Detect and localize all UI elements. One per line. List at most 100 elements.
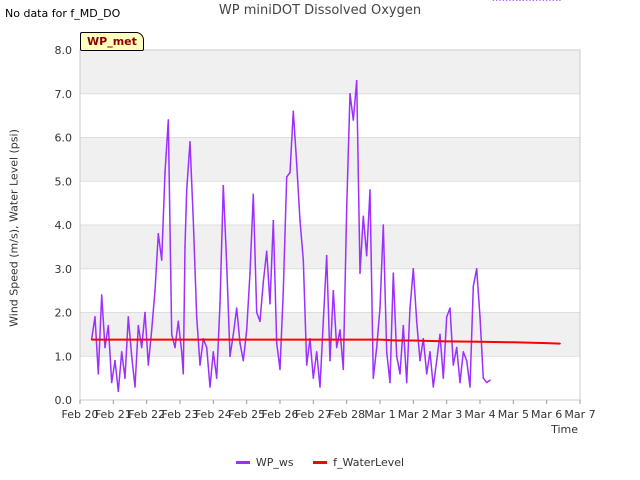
legend-label-water-level: f_WaterLevel bbox=[333, 456, 405, 469]
x-tick-label: Mar 7 bbox=[564, 408, 595, 421]
data-point-wp-ws bbox=[117, 390, 120, 393]
data-point-wp-ws bbox=[482, 377, 485, 379]
x-tick-label: Mar 4 bbox=[464, 408, 495, 421]
data-point-wp-ws bbox=[489, 379, 491, 382]
data-point-water-level bbox=[345, 338, 348, 341]
data-point-wp-ws bbox=[184, 246, 186, 248]
data-point-wp-ws bbox=[445, 316, 448, 318]
data-point-wp-ws bbox=[144, 311, 146, 314]
station-badge: WP_met bbox=[80, 32, 144, 51]
y-tick-label: 3.0 bbox=[55, 263, 73, 276]
data-point-wp-ws bbox=[180, 351, 183, 353]
data-point-wp-ws bbox=[355, 79, 358, 82]
data-point-wp-ws bbox=[442, 377, 445, 379]
y-tick-label: 2.0 bbox=[55, 307, 73, 320]
data-point-wp-ws bbox=[372, 377, 375, 379]
data-point-wp-ws bbox=[199, 364, 201, 366]
data-point-wp-ws bbox=[375, 346, 378, 349]
data-point-wp-ws bbox=[342, 368, 345, 371]
data-point-wp-ws bbox=[335, 346, 338, 349]
data-point-wp-ws bbox=[495, 0, 498, 1]
data-point-wp-ws bbox=[425, 372, 428, 375]
data-point-wp-ws bbox=[409, 307, 411, 309]
y-axis-label: Wind Speed (m/s), Water Level (psi) bbox=[7, 129, 21, 327]
y-tick-label: 7.0 bbox=[55, 88, 73, 101]
data-point-water-level bbox=[559, 342, 561, 345]
data-point-wp-ws bbox=[529, 0, 531, 1]
data-point-wp-ws bbox=[505, 0, 508, 1]
data-point-wp-ws bbox=[229, 355, 231, 358]
data-point-wp-ws bbox=[104, 346, 106, 349]
data-point-wp-ws bbox=[245, 329, 248, 331]
data-point-wp-ws bbox=[359, 272, 361, 274]
data-point-water-level bbox=[312, 338, 315, 341]
data-point-wp-ws bbox=[160, 259, 163, 261]
data-point-wp-ws bbox=[302, 259, 305, 261]
plot-band bbox=[80, 356, 580, 400]
data-point-water-level bbox=[412, 339, 415, 342]
plot-band bbox=[80, 268, 580, 313]
data-point-wp-ws bbox=[147, 364, 150, 366]
chart-title: WP miniDOT Dissolved Oxygen bbox=[218, 3, 422, 18]
data-point-wp-ws bbox=[299, 219, 301, 222]
data-point-wp-ws bbox=[465, 359, 468, 362]
y-tick-label: 5.0 bbox=[55, 175, 73, 188]
data-point-wp-ws bbox=[154, 289, 156, 292]
data-point-wp-ws bbox=[405, 381, 408, 384]
data-point-wp-ws bbox=[475, 267, 478, 270]
data-point-wp-ws bbox=[515, 0, 518, 1]
x-tick-label: Feb 25 bbox=[228, 408, 265, 421]
data-point-wp-ws bbox=[295, 162, 298, 165]
data-point-wp-ws bbox=[422, 337, 425, 340]
data-point-wp-ws bbox=[525, 0, 528, 1]
data-point-wp-ws bbox=[239, 342, 241, 344]
data-point-water-level bbox=[479, 341, 481, 343]
x-tick-label: Feb 27 bbox=[295, 408, 332, 421]
data-point-wp-ws bbox=[559, 0, 561, 1]
data-point-water-level bbox=[245, 338, 248, 341]
x-tick-label: Feb 23 bbox=[162, 408, 199, 421]
data-point-wp-ws bbox=[94, 316, 96, 318]
data-point-wp-ws bbox=[449, 307, 451, 309]
data-point-wp-ws bbox=[455, 346, 458, 349]
y-tick-label: 1.0 bbox=[55, 350, 73, 363]
data-point-wp-ws bbox=[429, 351, 431, 353]
data-point-wp-ws bbox=[192, 219, 195, 222]
data-point-wp-ws bbox=[492, 0, 495, 1]
data-point-wp-ws bbox=[110, 381, 113, 384]
data-point-wp-ws bbox=[114, 359, 116, 362]
data-point-wp-ws bbox=[399, 372, 401, 375]
data-point-wp-ws bbox=[549, 0, 551, 1]
data-point-wp-ws bbox=[349, 92, 351, 95]
data-point-wp-ws bbox=[212, 351, 215, 353]
data-point-wp-ws bbox=[389, 381, 391, 384]
data-point-wp-ws bbox=[242, 359, 245, 362]
data-point-water-level bbox=[179, 338, 181, 341]
plot-band bbox=[80, 137, 580, 182]
data-point-wp-ws bbox=[379, 307, 381, 309]
data-point-wp-ws bbox=[182, 372, 185, 375]
data-point-wp-ws bbox=[509, 0, 511, 1]
data-point-water-level bbox=[279, 338, 281, 341]
data-point-water-level bbox=[545, 342, 548, 344]
data-point-wp-ws bbox=[279, 368, 281, 371]
data-point-water-level bbox=[395, 339, 398, 342]
data-point-wp-ws bbox=[195, 316, 198, 318]
legend: WP_ws f_WaterLevel bbox=[0, 454, 640, 469]
data-point-wp-ws bbox=[552, 0, 555, 1]
data-point-wp-ws bbox=[140, 346, 143, 349]
data-point-wp-ws bbox=[174, 346, 176, 349]
data-point-wp-ws bbox=[189, 141, 191, 143]
x-tick-label: Feb 28 bbox=[328, 408, 365, 421]
data-point-wp-ws bbox=[124, 377, 126, 379]
plot-band bbox=[80, 50, 580, 94]
data-point-water-level bbox=[145, 338, 148, 341]
data-point-wp-ws bbox=[157, 232, 160, 235]
series-line-wp-ws bbox=[90, 79, 491, 393]
data-point-wp-ws bbox=[292, 110, 295, 113]
data-point-wp-ws bbox=[222, 184, 225, 187]
data-point-wp-ws bbox=[97, 372, 100, 375]
legend-swatch-wp-ws bbox=[235, 461, 250, 464]
data-point-wp-ws bbox=[365, 254, 368, 257]
data-point-wp-ws bbox=[542, 0, 545, 1]
